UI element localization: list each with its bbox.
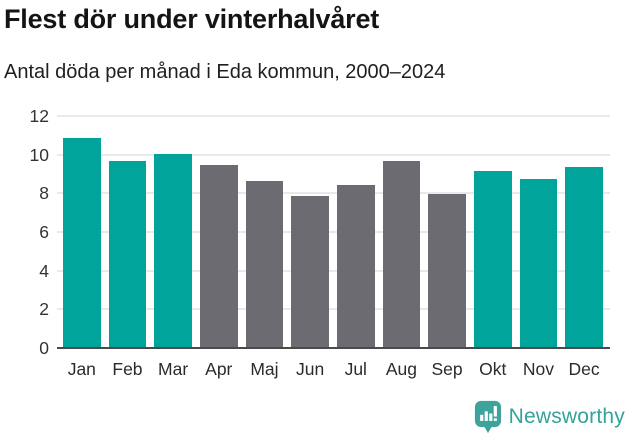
- x-axis-label-jun: Jun: [295, 359, 325, 379]
- bar-chart: 0 2 4 6 8 10 12 Jan Feb Mar Apr Maj Jun Jul Aug Sep Okt N…: [30, 106, 610, 379]
- gridline-y-8: [57, 192, 610, 195]
- y-axis-tick-label-2: 2: [39, 299, 49, 320]
- bar-mar: [154, 153, 192, 347]
- bar-jan: [63, 138, 101, 347]
- gridline-y-2: [57, 308, 610, 311]
- newsworthy-brand-name: Newsworthy: [508, 405, 625, 428]
- x-axis-label-okt: Okt: [479, 359, 507, 379]
- x-axis-line: [57, 346, 610, 349]
- newsworthy-pin-bar-chart-icon: [474, 400, 502, 434]
- bar-maj: [245, 180, 284, 347]
- newsworthy-logo-link[interactable]: Newsworthy: [474, 400, 625, 434]
- bar-sep: [428, 194, 466, 347]
- y-axis-tick-label-12: 12: [29, 106, 49, 126]
- x-axis-label-dec: Dec: [568, 359, 600, 379]
- x-axis-label-sep: Sep: [431, 359, 463, 379]
- bar-jul: [336, 184, 375, 347]
- bar-feb: [108, 161, 147, 347]
- y-axis-tick-label-6: 6: [39, 222, 49, 242]
- bar-nov: [519, 178, 558, 347]
- bar-aug: [382, 161, 421, 347]
- gridline-y-12: [57, 115, 610, 117]
- x-axis-label-jul: Jul: [344, 359, 367, 379]
- gridline-y-4: [57, 269, 610, 272]
- x-axis-label-maj: Maj: [250, 359, 279, 379]
- bar-apr: [199, 165, 238, 347]
- y-axis-tick-label-10: 10: [29, 144, 49, 165]
- x-axis-label-mar: Mar: [158, 359, 189, 379]
- x-axis-label-nov: Nov: [522, 359, 554, 379]
- y-axis-tick-label-0: 0: [39, 338, 49, 358]
- y-axis-tick-label-4: 4: [39, 260, 49, 281]
- page-title: Flest dör under vinterhalvåret: [4, 4, 380, 34]
- page-subtitle: Antal döda per månad i Eda kommun, 2000–…: [4, 61, 446, 83]
- x-axis-label-feb: Feb: [112, 359, 143, 379]
- x-axis-label-aug: Aug: [385, 359, 417, 379]
- x-axis-label-jan: Jan: [67, 359, 96, 379]
- bar-jun: [291, 196, 329, 347]
- bar-dec: [565, 167, 603, 347]
- y-axis-tick-label-8: 8: [39, 183, 49, 204]
- x-axis-label-apr: Apr: [205, 359, 233, 379]
- gridline-y-6: [57, 231, 610, 233]
- bar-okt: [473, 171, 512, 347]
- gridline-y-10: [57, 153, 610, 156]
